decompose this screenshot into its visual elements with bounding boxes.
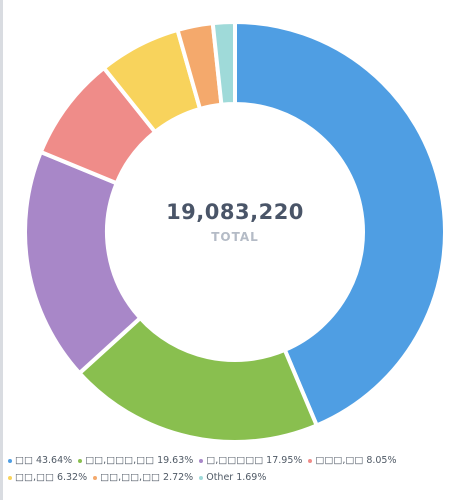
legend-percent: 6.32%	[56, 472, 88, 483]
legend-marker	[78, 458, 83, 463]
legend-label: □□□,□□	[315, 455, 364, 466]
legend-item[interactable]: □□,□□ 6.32%	[8, 472, 87, 483]
total-label: TOTAL	[211, 230, 259, 244]
legend-percent: 17.95%	[266, 455, 303, 466]
chart-legend: □□ 43.64% □□,□□□,□□ 19.63% □,□□□□□ 17.95% □□□,…	[8, 455, 448, 489]
legend-label: □□,□□,□□	[100, 472, 161, 483]
legend-percent: 8.05%	[366, 455, 397, 466]
legend-percent: 43.64%	[35, 455, 73, 466]
legend-item[interactable]: □□,□□□,□□ 19.63%	[78, 455, 193, 466]
legend-label: Other	[206, 472, 234, 483]
legend-item[interactable]: □,□□□□□ 17.95%	[199, 455, 302, 466]
legend-percent: 1.69%	[236, 472, 267, 483]
legend-marker	[199, 475, 204, 480]
legend-marker	[8, 458, 12, 463]
legend-marker	[308, 458, 313, 463]
legend-label: □,□□□□□	[206, 455, 264, 466]
donut-slice-1[interactable]	[77, 316, 319, 444]
legend-item[interactable]: □□ 43.64%	[8, 455, 72, 466]
legend-marker	[8, 475, 12, 480]
legend-item[interactable]: □□,□□,□□ 2.72%	[93, 472, 193, 483]
legend-label: □□,□□□,□□	[85, 455, 155, 466]
frame-border	[0, 0, 3, 500]
legend-percent: 19.63%	[157, 455, 194, 466]
legend-marker	[93, 475, 98, 480]
legend-item[interactable]: □□□,□□ 8.05%	[308, 455, 397, 466]
legend-label: □□	[15, 455, 33, 466]
total-value: 19,083,220	[166, 200, 304, 224]
legend-item[interactable]: Other 1.69%	[199, 472, 266, 483]
donut-chart	[23, 20, 447, 444]
donut-slice-0[interactable]	[233, 20, 447, 428]
donut-slice-6[interactable]	[210, 20, 237, 107]
legend-label: □□,□□	[15, 472, 54, 483]
legend-percent: 2.72%	[163, 472, 194, 483]
legend-marker	[199, 458, 204, 463]
